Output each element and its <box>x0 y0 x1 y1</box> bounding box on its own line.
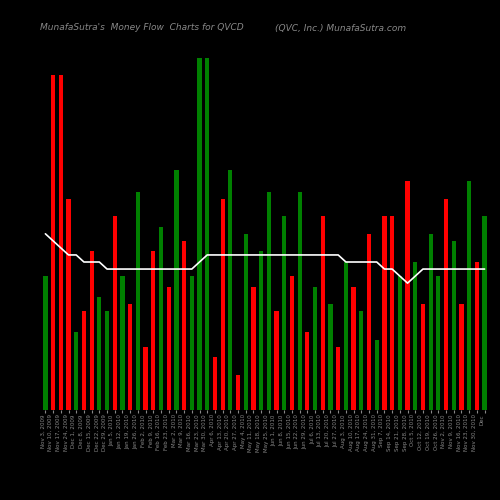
Bar <box>74 332 78 410</box>
Bar <box>244 234 248 410</box>
Bar <box>259 252 264 410</box>
Bar <box>313 286 317 410</box>
Bar <box>144 346 148 410</box>
Bar <box>112 216 117 410</box>
Bar <box>444 198 448 410</box>
Bar <box>213 357 217 410</box>
Bar <box>120 276 124 410</box>
Bar <box>97 297 102 410</box>
Bar <box>352 286 356 410</box>
Bar <box>182 241 186 410</box>
Bar <box>328 304 332 410</box>
Bar <box>436 276 440 410</box>
Bar <box>482 216 486 410</box>
Bar <box>382 216 386 410</box>
Bar <box>220 198 224 410</box>
Bar <box>460 304 464 410</box>
Bar <box>320 216 325 410</box>
Text: MunafaSutra's  Money Flow  Charts for QVCD: MunafaSutra's Money Flow Charts for QVCD <box>40 24 244 32</box>
Bar <box>136 192 140 410</box>
Bar <box>159 227 163 410</box>
Bar <box>475 262 479 410</box>
Bar <box>44 276 48 410</box>
Bar <box>205 58 210 410</box>
Bar <box>413 262 418 410</box>
Bar <box>306 332 310 410</box>
Bar <box>344 262 348 410</box>
Bar <box>452 241 456 410</box>
Bar <box>367 234 371 410</box>
Bar <box>198 58 202 410</box>
Bar <box>190 276 194 410</box>
Bar <box>228 170 232 410</box>
Bar <box>105 312 109 410</box>
Bar <box>90 252 94 410</box>
Bar <box>359 312 364 410</box>
Bar <box>236 375 240 410</box>
Bar <box>428 234 433 410</box>
Bar <box>66 198 70 410</box>
Bar <box>58 75 63 410</box>
Bar <box>398 276 402 410</box>
Bar <box>166 286 171 410</box>
Bar <box>252 286 256 410</box>
Bar <box>298 192 302 410</box>
Bar <box>406 181 409 410</box>
Bar <box>266 192 271 410</box>
Bar <box>174 170 178 410</box>
Bar <box>151 252 156 410</box>
Bar <box>282 216 286 410</box>
Bar <box>128 304 132 410</box>
Bar <box>374 340 379 410</box>
Bar <box>390 216 394 410</box>
Text: (QVC, Inc.) MunafaSutra.com: (QVC, Inc.) MunafaSutra.com <box>275 24 406 32</box>
Bar <box>421 304 425 410</box>
Bar <box>336 346 340 410</box>
Bar <box>467 181 471 410</box>
Bar <box>82 312 86 410</box>
Bar <box>290 276 294 410</box>
Bar <box>274 312 278 410</box>
Bar <box>51 75 55 410</box>
